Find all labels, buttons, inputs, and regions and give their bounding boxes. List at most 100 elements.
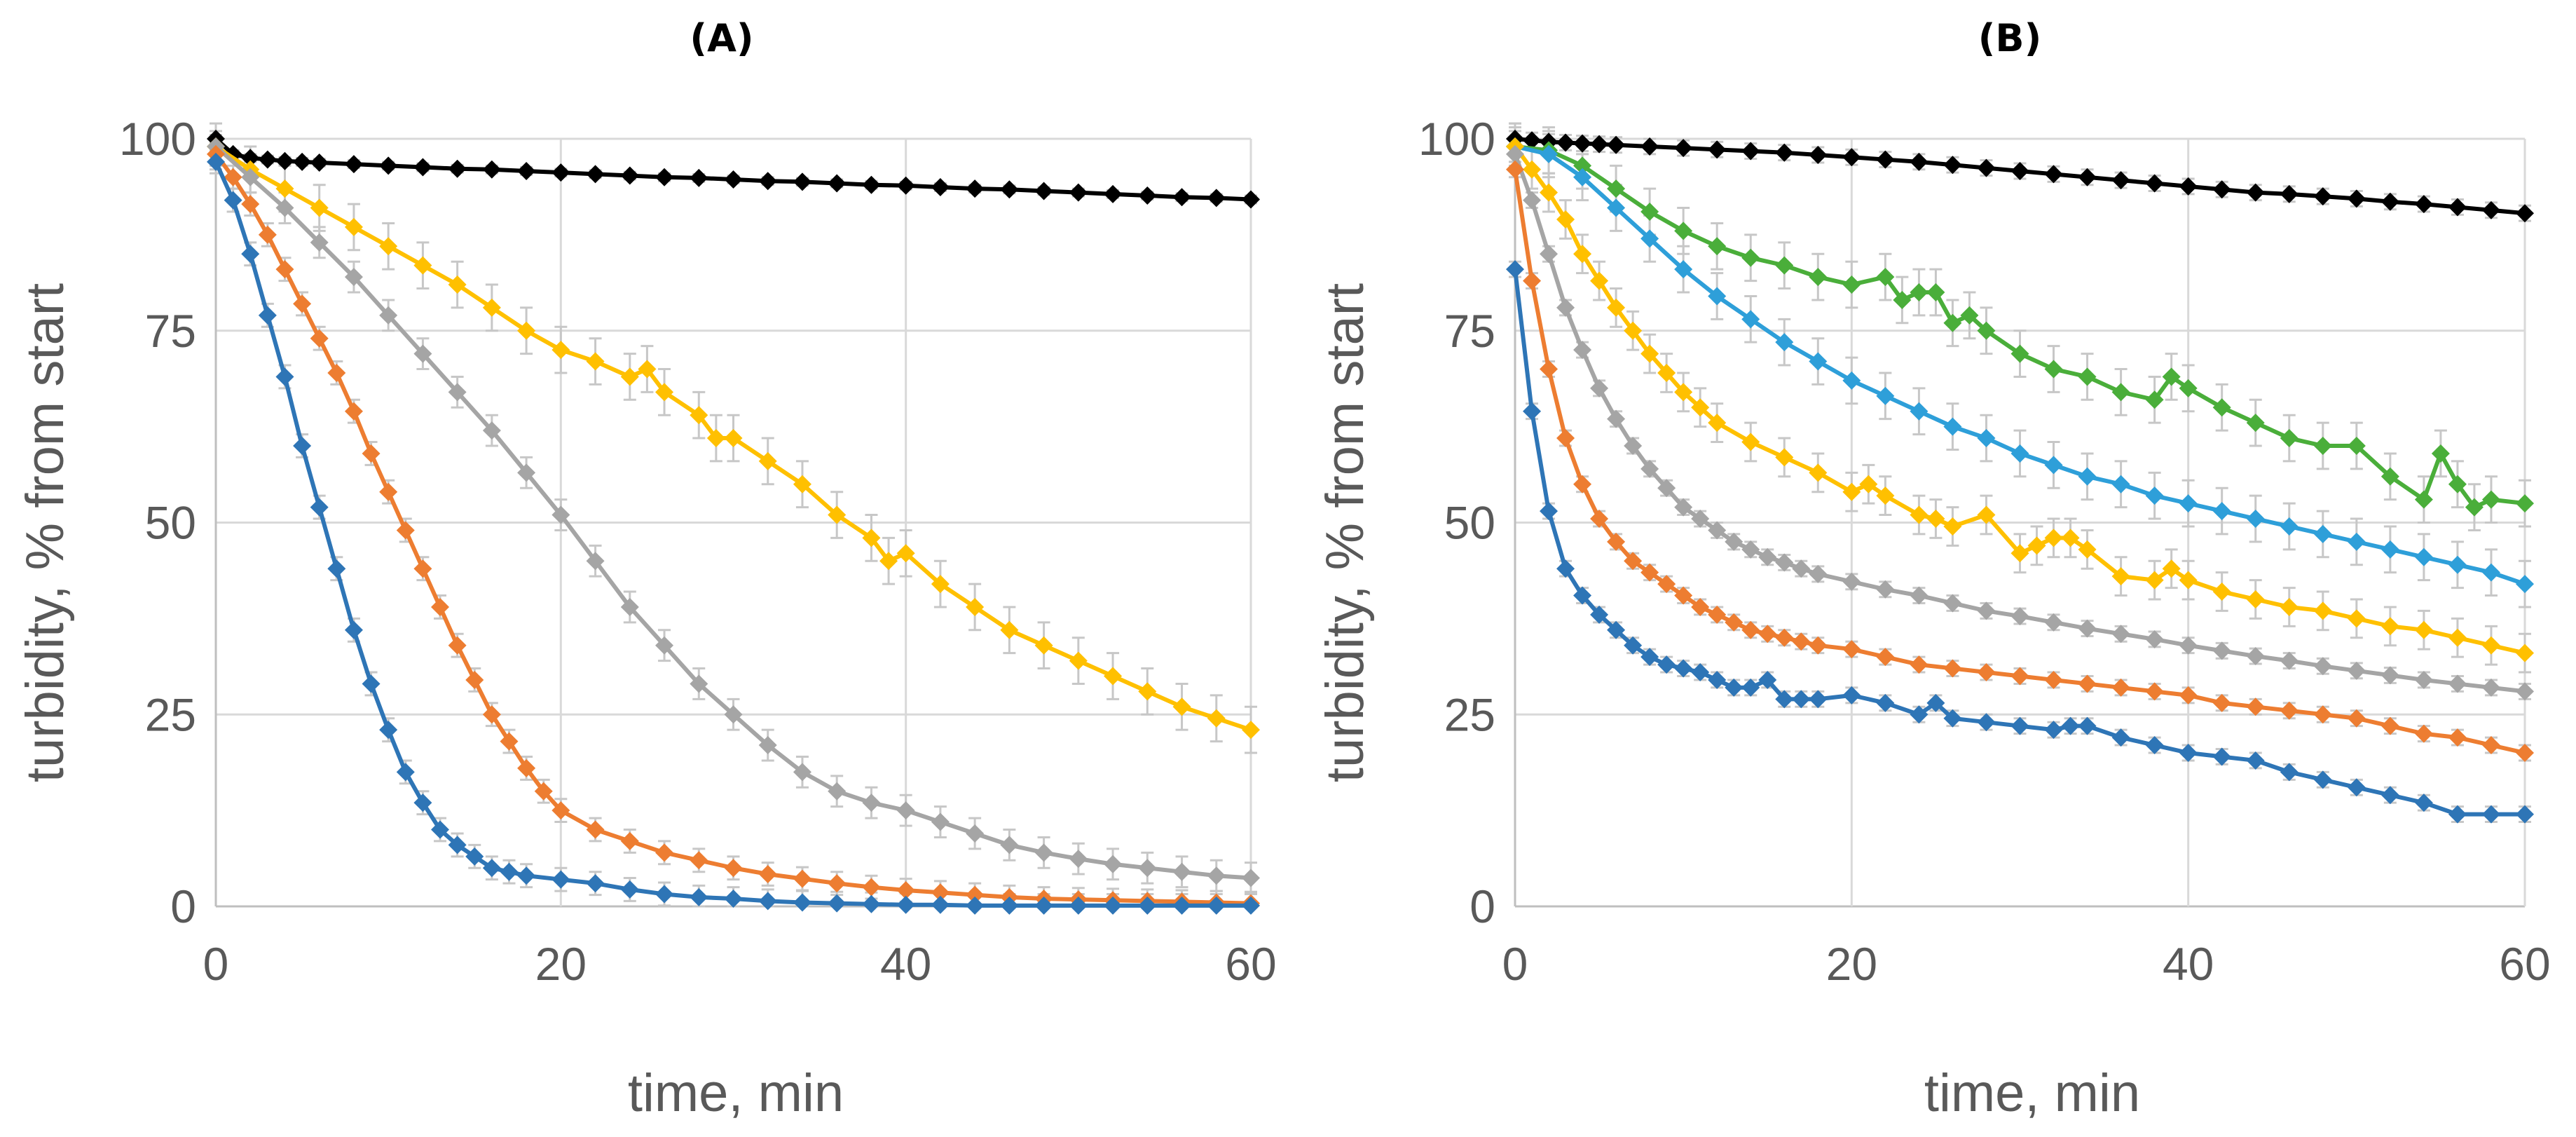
panel-b-lightblue-point — [2179, 494, 2198, 513]
panel-b-black-point — [2078, 168, 2097, 186]
panel-a-gold-point — [344, 217, 363, 236]
panel-b-gold-point — [1556, 210, 1575, 229]
panel-b-blue-point — [1590, 605, 1609, 624]
panel-a-orange-point — [655, 843, 674, 862]
panel-b-gold-point — [1977, 505, 1996, 524]
panel-b-orange-point — [2179, 686, 2198, 704]
panel-a-gray-point — [1172, 862, 1191, 881]
panel-b-gray-point — [2347, 661, 2366, 680]
panel-a-orange-point — [690, 851, 708, 870]
panel-b-blue-point — [2414, 794, 2433, 812]
panel-a-gray-point — [793, 763, 811, 782]
panel-b-blue-point — [2347, 778, 2366, 797]
panel-b-orange-point — [1708, 605, 1727, 624]
panel-b-gray-point — [2313, 657, 2332, 676]
panel-a-series-blue — [207, 152, 1260, 915]
panel-b-orange-point — [2145, 682, 2164, 701]
panel-b-green-point — [1926, 283, 1945, 301]
panel-a-blue-point — [482, 859, 501, 878]
panel-b-green-point — [2465, 498, 2483, 517]
panel-a-blue-point — [431, 820, 450, 839]
panel-b-blue-point — [2061, 716, 2080, 735]
panel-b-black-point — [1590, 135, 1609, 154]
panel-a-black-point — [896, 176, 915, 195]
panel-b-gold-point — [2448, 628, 2467, 647]
panel-b-orange-point — [2212, 693, 2231, 712]
panel-a-gold-point — [931, 575, 950, 594]
panel-a-series-black — [207, 130, 1260, 209]
panel-b-green-point — [1708, 237, 1727, 256]
panel-b-gold-point — [2162, 559, 2181, 578]
panel-a-gold-point — [551, 341, 570, 360]
panel-b-orange-point — [1977, 663, 1996, 682]
panel-a-y-tick-label: 50 — [145, 497, 196, 549]
panel-a-orange-point — [379, 482, 398, 501]
panel-b-blue-point — [1556, 559, 1575, 578]
panel-a-y-tick-label: 0 — [170, 880, 196, 932]
panel-a-y-tick-label: 100 — [119, 113, 196, 165]
panel-b-black-point — [1809, 145, 1828, 164]
panel-a-gray-point — [1207, 866, 1226, 885]
panel-b-blue-point — [1977, 713, 1996, 732]
panel-a-gold-point — [517, 321, 536, 340]
panel-b-black-point — [2516, 204, 2534, 223]
panel-a-black-point — [1172, 188, 1191, 207]
panel-b-blue-point — [2078, 716, 2097, 735]
panel-b-blue-point — [2516, 805, 2534, 824]
panel-b-x-tick-label: 0 — [1502, 938, 1528, 990]
panel-b-blue-point — [1624, 636, 1643, 655]
panel-a-x-tick-label: 0 — [203, 938, 229, 990]
panel-b-lightblue-point — [2516, 575, 2534, 594]
panel-a-orange-point — [241, 195, 260, 214]
panel-a-gray-point — [344, 268, 363, 287]
panel-b-gold-point — [1708, 414, 1727, 433]
panel-a-orange-point — [327, 363, 346, 382]
panel-b-series-gold — [1506, 137, 2534, 662]
panel-a-gray-point — [1069, 850, 1088, 869]
panel-a-gray-point — [1138, 859, 1157, 878]
panel-b-gray-line — [1513, 153, 2526, 694]
panel-b-orange-point — [2078, 674, 2097, 693]
panel-a-black-point — [655, 168, 674, 186]
panel-a-gold-point — [379, 237, 398, 256]
panel-b-orange-point — [2516, 744, 2534, 762]
panel-b-gray-point — [1506, 144, 1524, 163]
panel-b-gray-point — [1708, 521, 1727, 540]
panel-a-black-point — [482, 160, 501, 179]
panel-b-black-point — [1523, 131, 1542, 150]
panel-b-orange-point — [1725, 613, 1743, 632]
panel-b-y-tick-label: 0 — [1469, 880, 1495, 932]
panel-a-gold-point — [1207, 709, 1226, 728]
panel-b-gray-point — [1758, 547, 1777, 566]
panel-b-orange-point — [1573, 475, 1592, 493]
panel-a-gold-point — [896, 544, 915, 563]
panel-a-gray-point — [620, 597, 639, 616]
panel-b-blue-point — [2179, 744, 2198, 762]
panel-b-green-point — [1775, 256, 1794, 275]
panel-a-blue-point — [1242, 896, 1260, 915]
panel-b-black-point — [1977, 158, 1996, 177]
panel-a-gray-point — [1000, 836, 1019, 855]
panel-a-blue-point — [327, 559, 346, 578]
panel-b-y-tick-label: 25 — [1444, 688, 1495, 740]
panel-a-gold-point — [275, 179, 294, 198]
panel-b-green-point — [2431, 444, 2450, 463]
panel-b-black-point — [1943, 156, 1962, 175]
panel-b-gold-point — [1859, 475, 1878, 493]
panel-a-blue-point — [344, 620, 363, 639]
panel-a-gray-point — [690, 674, 708, 693]
panel-b-black-point — [1876, 150, 1895, 169]
panel-a-gray-line — [214, 144, 1252, 880]
panel-a-blue-point — [724, 890, 743, 908]
panel-a-gold-point — [482, 298, 501, 317]
panel-a-orange-point — [724, 859, 743, 878]
panel-b-gold-point — [2516, 644, 2534, 662]
panel-b-y-axis-title: turbidity, % from start — [1315, 283, 1375, 782]
panel-a-gray-point — [655, 636, 674, 655]
panel-a-blue-point — [586, 874, 605, 893]
panel-b-black-point — [1607, 135, 1626, 154]
panel-b-lightblue-point — [2078, 467, 2097, 486]
panel-a-orange-point — [966, 885, 985, 904]
panel-a-series-orange — [207, 144, 1260, 913]
panel-b-lightblue-point — [2145, 486, 2164, 505]
